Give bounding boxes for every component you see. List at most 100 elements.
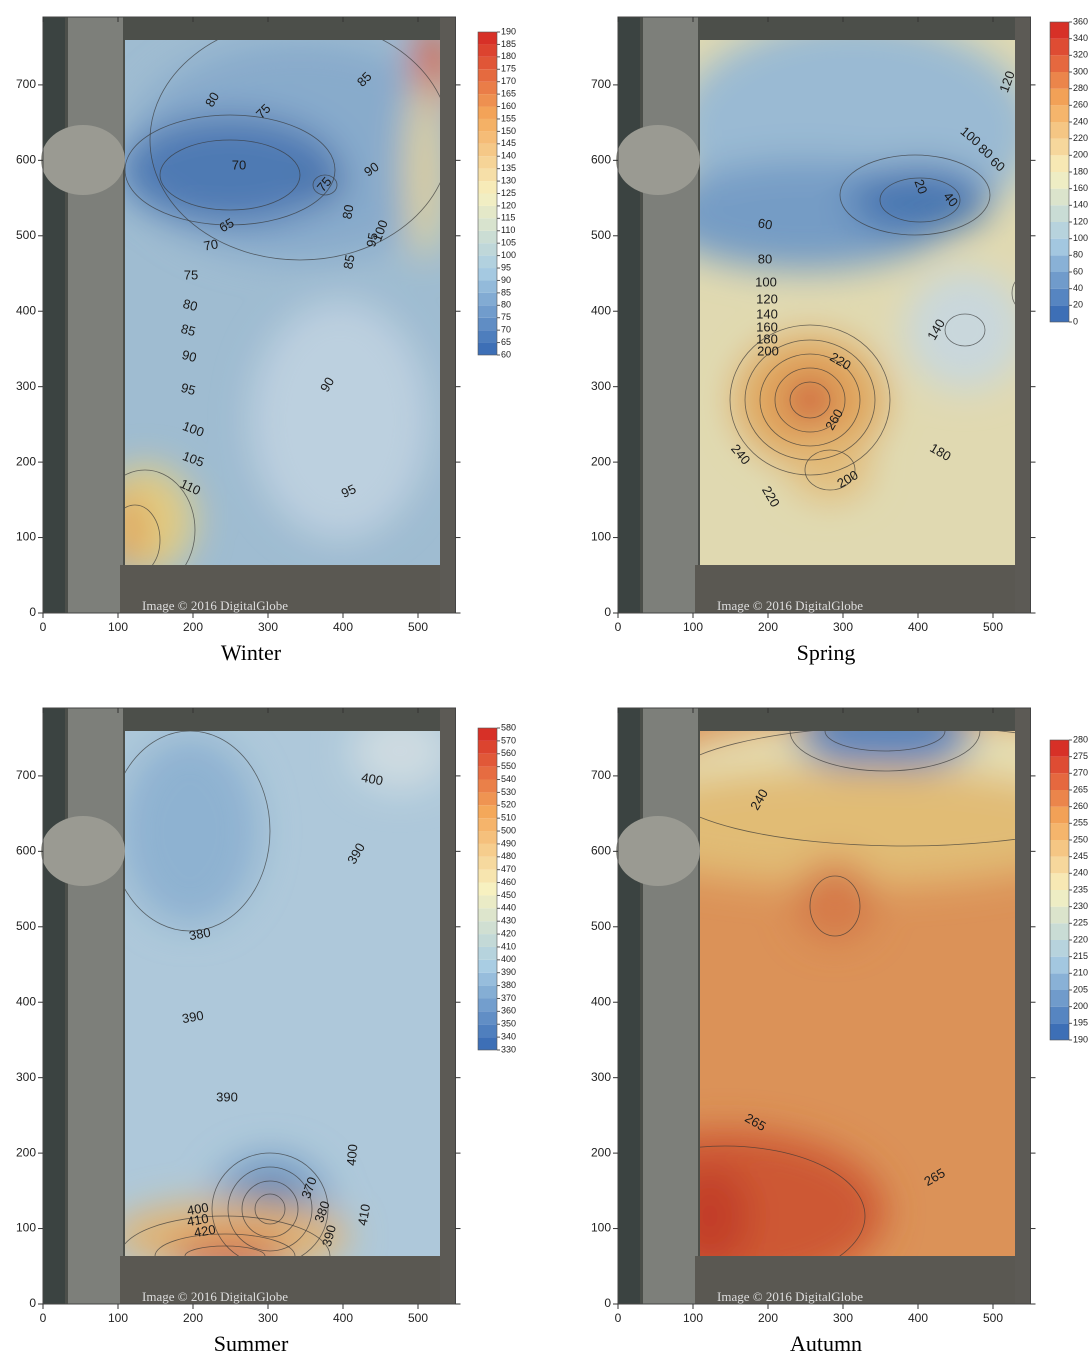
- colorbar-tick-label: 340: [1073, 33, 1088, 43]
- colorbar-tick-label: 400: [501, 954, 516, 964]
- colorbar-tick-label: 90: [501, 275, 511, 285]
- colorbar-segment: [478, 947, 497, 960]
- colorbar-tick-label: 20: [1073, 300, 1083, 310]
- colorbar-tick-label: 210: [1073, 968, 1088, 978]
- field-blob: [905, 270, 1025, 390]
- colorbar-tick-label: 100: [501, 250, 516, 260]
- x-tick-label: 400: [908, 620, 928, 634]
- y-tick-label: 0: [604, 605, 611, 619]
- colorbar-segment: [1050, 873, 1069, 890]
- colorbar-segment: [478, 767, 497, 780]
- colorbar-tick-label: 80: [501, 300, 511, 310]
- colorbar-segment: [1050, 189, 1069, 206]
- y-tick-label: 300: [591, 379, 611, 393]
- colorbar-tick-label: 175: [501, 64, 516, 74]
- colorbar-tick-label: 265: [1073, 784, 1088, 794]
- colorbar-segment: [478, 169, 497, 181]
- y-tick-label: 500: [591, 228, 611, 242]
- colorbar-segment: [478, 934, 497, 947]
- colorbar-segment: [478, 831, 497, 844]
- colorbar-segment: [478, 69, 497, 81]
- colorbar-tick-label: 240: [1073, 116, 1088, 126]
- colorbar-segment: [478, 243, 497, 255]
- y-tick-label: 0: [29, 605, 36, 619]
- colorbar-tick-label: 60: [1073, 266, 1083, 276]
- colorbar-tick-label: 550: [501, 761, 516, 771]
- colorbar-tick-label: 200: [1073, 1001, 1088, 1011]
- colorbar-tick-label: 0: [1073, 316, 1078, 326]
- colorbar-segment: [478, 728, 497, 741]
- colorbar-tick-label: 110: [501, 225, 515, 235]
- colorbar-tick-label: 140: [1073, 200, 1088, 210]
- contour-label: 80: [758, 251, 772, 266]
- buildings: [440, 708, 456, 1304]
- field-blob: [407, 80, 443, 260]
- buildings: [440, 17, 456, 613]
- colorbar-tick-label: 125: [501, 188, 516, 198]
- contour-field: [110, 711, 450, 1296]
- colorbar-segment: [1050, 289, 1069, 306]
- colorbar-tick-label: 60: [501, 349, 511, 359]
- colorbar-tick-label: 360: [1073, 16, 1088, 26]
- colorbar-tick-label: 500: [501, 825, 516, 835]
- colorbar-segment: [1050, 239, 1069, 256]
- colorbar-segment: [478, 305, 497, 317]
- colorbar-segment: [1050, 857, 1069, 874]
- colorbar-segment: [1050, 39, 1069, 56]
- colorbar-segment: [478, 194, 497, 206]
- contour-label: 70: [202, 236, 219, 253]
- panel: Image © 2016 DigitalGlobe120100806020406…: [591, 16, 1088, 665]
- x-tick-label: 100: [683, 620, 703, 634]
- x-tick-label: 200: [183, 1311, 203, 1325]
- colorbar-segment: [478, 883, 497, 896]
- contour-label: 60: [757, 215, 774, 232]
- y-tick-label: 0: [604, 1296, 611, 1310]
- colorbar-tick-label: 340: [501, 1031, 516, 1041]
- colorbar-segment: [478, 107, 497, 119]
- colorbar-segment: [1050, 255, 1069, 272]
- colorbar-tick-label: 215: [1073, 951, 1088, 961]
- colorbar-segment: [478, 82, 497, 94]
- y-tick-label: 300: [16, 379, 36, 393]
- colorbar-segment: [1050, 773, 1069, 790]
- colorbar-segment: [1050, 907, 1069, 924]
- river: [618, 17, 640, 613]
- y-tick-label: 0: [29, 1296, 36, 1310]
- contour-label: 400: [344, 1143, 361, 1166]
- colorbar-segment: [1050, 72, 1069, 89]
- buildings: [1015, 17, 1031, 613]
- road: [643, 708, 698, 1304]
- colorbar-segment: [1050, 305, 1069, 322]
- colorbar-segment: [478, 818, 497, 831]
- panel-title: Autumn: [790, 1331, 862, 1356]
- x-tick-label: 500: [983, 620, 1003, 634]
- colorbar-tick-label: 470: [501, 864, 516, 874]
- figure: Image © 2016 DigitalGlobe807585709075658…: [0, 0, 1090, 1356]
- colorbar-tick-label: 40: [1073, 283, 1083, 293]
- colorbar-segment: [1050, 990, 1069, 1007]
- contour-label: 80: [339, 203, 356, 220]
- y-tick-label: 600: [16, 153, 36, 167]
- colorbar-segment: [478, 741, 497, 754]
- colorbar-tick-label: 105: [501, 238, 516, 248]
- x-tick-label: 100: [108, 620, 128, 634]
- colorbar-segment: [1050, 957, 1069, 974]
- colorbar-segment: [478, 231, 497, 243]
- x-tick-label: 200: [183, 620, 203, 634]
- y-tick-label: 400: [16, 303, 36, 317]
- colorbar-segment: [1050, 122, 1069, 139]
- y-tick-label: 500: [16, 919, 36, 933]
- image-credit: Image © 2016 DigitalGlobe: [717, 598, 863, 613]
- colorbar-tick-label: 190: [501, 26, 516, 36]
- colorbar-segment: [1050, 740, 1069, 757]
- colorbar-tick-label: 255: [1073, 818, 1088, 828]
- colorbar-segment: [478, 1037, 497, 1050]
- colorbar-segment: [478, 218, 497, 230]
- x-tick-label: 500: [408, 620, 428, 634]
- colorbar-tick-label: 155: [501, 113, 516, 123]
- colorbar-tick-label: 260: [1073, 100, 1088, 110]
- colorbar-segment: [1050, 807, 1069, 824]
- colorbar-segment: [1050, 155, 1069, 172]
- colorbar-segment: [1050, 205, 1069, 222]
- panel: Image © 2016 DigitalGlobe400390380390390…: [16, 708, 516, 1356]
